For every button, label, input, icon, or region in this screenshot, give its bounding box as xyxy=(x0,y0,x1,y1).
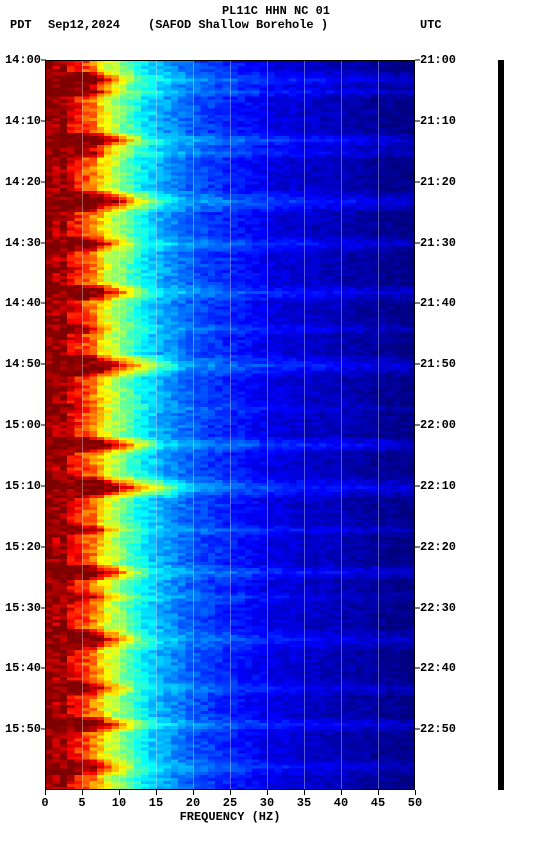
y-tick-left xyxy=(41,668,46,669)
page: PL11C HHN NC 01 PDT Sep12,2024 (SAFOD Sh… xyxy=(0,0,552,864)
x-tick xyxy=(230,790,231,795)
y-tick-left xyxy=(41,303,46,304)
gridline xyxy=(156,60,157,790)
x-tick-label: 5 xyxy=(78,796,85,810)
y-tick-left xyxy=(41,120,46,121)
chart-title: PL11C HHN NC 01 xyxy=(0,4,552,18)
y-tick-label-left: 15:10 xyxy=(5,479,41,493)
gridline xyxy=(193,60,194,790)
y-tick-label-right: 22:20 xyxy=(420,540,456,554)
gridline xyxy=(119,60,120,790)
y-tick-left xyxy=(41,181,46,182)
y-tick-left xyxy=(41,485,46,486)
x-tick xyxy=(267,790,268,795)
y-tick-label-left: 14:20 xyxy=(5,175,41,189)
y-tick-left xyxy=(41,425,46,426)
gridline xyxy=(378,60,379,790)
y-tick-label-left: 14:00 xyxy=(5,53,41,67)
y-tick-label-left: 14:50 xyxy=(5,357,41,371)
x-tick xyxy=(341,790,342,795)
x-axis: FREQUENCY (HZ) 05101520253035404550 xyxy=(45,790,415,830)
y-tick-label-left: 15:20 xyxy=(5,540,41,554)
x-tick xyxy=(82,790,83,795)
y-tick-label-left: 15:40 xyxy=(5,661,41,675)
y-tick-left xyxy=(41,364,46,365)
x-tick xyxy=(119,790,120,795)
gridline xyxy=(304,60,305,790)
y-tick-label-left: 14:30 xyxy=(5,236,41,250)
y-tick-label-right: 22:30 xyxy=(420,601,456,615)
y-tick-label-right: 21:30 xyxy=(420,236,456,250)
y-tick-label-left: 15:50 xyxy=(5,722,41,736)
x-tick-label: 15 xyxy=(149,796,163,810)
station-desc: (SAFOD Shallow Borehole ) xyxy=(148,18,328,32)
y-tick-left xyxy=(41,60,46,61)
y-tick-label-right: 21:50 xyxy=(420,357,456,371)
y-axis-right: 21:0021:1021:2021:3021:4021:5022:0022:10… xyxy=(416,60,476,790)
spectrogram-plot xyxy=(45,60,415,790)
y-axis-left: 14:0014:1014:2014:3014:4014:5015:0015:10… xyxy=(0,60,45,790)
x-tick-label: 20 xyxy=(186,796,200,810)
x-tick xyxy=(378,790,379,795)
tz-left-label: PDT xyxy=(10,18,32,32)
y-tick-left xyxy=(41,242,46,243)
x-tick xyxy=(193,790,194,795)
y-tick-label-right: 21:40 xyxy=(420,296,456,310)
gridline xyxy=(341,60,342,790)
y-tick-label-right: 22:00 xyxy=(420,418,456,432)
y-tick-left xyxy=(41,546,46,547)
y-tick-label-right: 21:00 xyxy=(420,53,456,67)
tz-right-label: UTC xyxy=(420,18,442,32)
x-tick-label: 25 xyxy=(223,796,237,810)
y-tick-label-right: 22:40 xyxy=(420,661,456,675)
y-tick-label-right: 21:20 xyxy=(420,175,456,189)
y-tick-left xyxy=(41,729,46,730)
y-tick-left xyxy=(41,607,46,608)
x-tick-label: 30 xyxy=(260,796,274,810)
x-tick-label: 35 xyxy=(297,796,311,810)
y-tick-label-left: 15:30 xyxy=(5,601,41,615)
gridline xyxy=(230,60,231,790)
x-tick xyxy=(304,790,305,795)
y-tick-label-left: 14:10 xyxy=(5,114,41,128)
gridline xyxy=(82,60,83,790)
y-tick-label-right: 22:10 xyxy=(420,479,456,493)
y-tick-label-right: 22:50 xyxy=(420,722,456,736)
x-tick xyxy=(415,790,416,795)
x-tick-label: 45 xyxy=(371,796,385,810)
y-tick-label-left: 14:40 xyxy=(5,296,41,310)
x-tick xyxy=(45,790,46,795)
colorbar xyxy=(498,60,504,790)
x-tick-label: 50 xyxy=(408,796,422,810)
x-axis-title: FREQUENCY (HZ) xyxy=(45,810,415,824)
x-tick-label: 10 xyxy=(112,796,126,810)
x-tick xyxy=(156,790,157,795)
x-tick-label: 40 xyxy=(334,796,348,810)
y-tick-label-left: 15:00 xyxy=(5,418,41,432)
y-tick-label-right: 21:10 xyxy=(420,114,456,128)
date-label: Sep12,2024 xyxy=(48,18,120,32)
gridline xyxy=(267,60,268,790)
x-tick-label: 0 xyxy=(41,796,48,810)
